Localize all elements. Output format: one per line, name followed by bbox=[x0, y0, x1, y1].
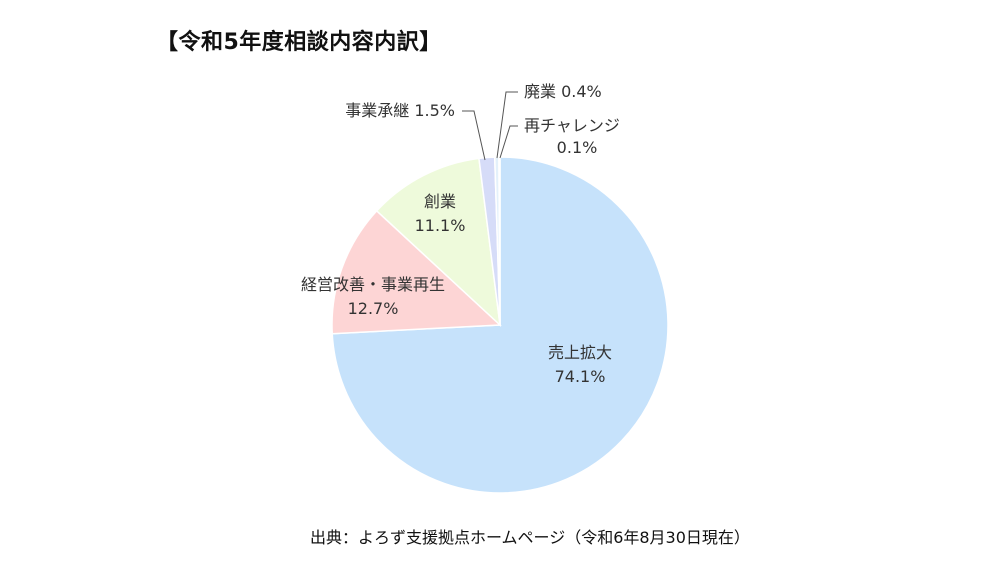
slice-value-label: 0.1% bbox=[557, 138, 598, 157]
chart-title: 【令和5年度相談内容内訳】 bbox=[156, 30, 442, 55]
leader-line bbox=[462, 110, 486, 161]
pie-labels: 売上拡大 74.1% 経営改善・事業再生 12.7% 創業 11.1% 事業承継 1.5% 廃… bbox=[301, 82, 620, 386]
slice-label: 創業 bbox=[424, 192, 456, 211]
slice-label: 売上拡大 bbox=[548, 343, 612, 362]
slice-value-label: 74.1% bbox=[555, 367, 606, 386]
slice-value-label: 11.1% bbox=[415, 216, 466, 235]
pie-slice bbox=[375, 157, 502, 327]
pie-slices bbox=[331, 156, 669, 494]
source-note: 出典：よろず支援拠点ホームページ（令和6年8月30日現在） bbox=[310, 528, 750, 547]
pie-slice bbox=[498, 156, 501, 326]
pie-slice bbox=[331, 209, 502, 335]
leader-line bbox=[496, 91, 518, 159]
slice-label: 事業承継 1.5% bbox=[345, 101, 455, 120]
leader-line bbox=[499, 125, 518, 159]
slice-value-label: 12.7% bbox=[348, 299, 399, 318]
slice-label: 経営改善・事業再生 bbox=[301, 275, 445, 294]
slice-label: 廃業 0.4% bbox=[524, 82, 602, 101]
slice-label: 再チャレンジ bbox=[524, 116, 620, 135]
